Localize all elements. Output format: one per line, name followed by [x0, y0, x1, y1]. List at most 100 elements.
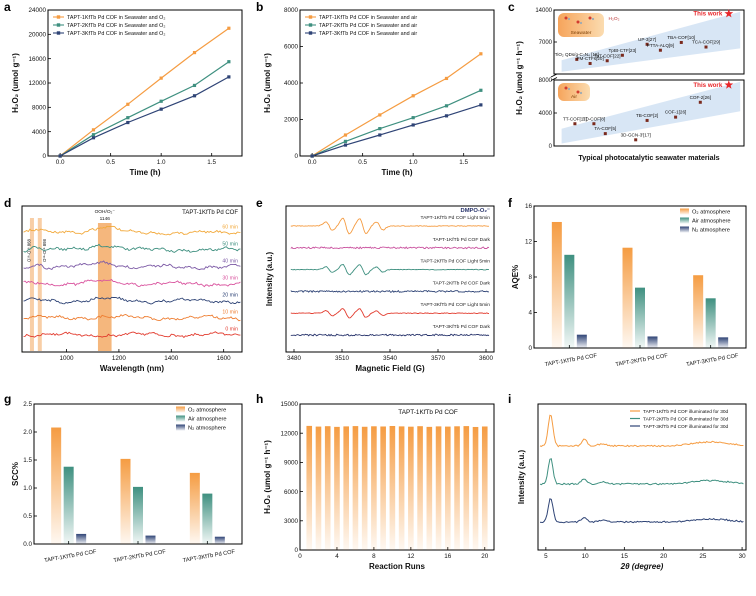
legend-marker	[56, 23, 61, 27]
x-tick: 1000	[60, 355, 75, 362]
point-label: TA-COF[5]	[594, 126, 616, 131]
series-marker	[479, 103, 483, 107]
bar	[145, 535, 156, 544]
point-label: PTTA-ALQ[9]	[647, 43, 674, 48]
bar	[551, 221, 562, 348]
x-tick: 1200	[112, 355, 127, 362]
bar	[133, 486, 143, 544]
x-tick: 1.0	[409, 159, 418, 166]
bar	[189, 472, 200, 544]
bar	[371, 426, 377, 550]
x-tick: 10	[582, 553, 590, 560]
legend-label: TAPT-3KfTb Pd COF in Seawater and O₂	[67, 31, 165, 37]
y-tick: 8000	[284, 7, 299, 14]
category-label: TAPT-3KfTb Pd COF	[686, 353, 740, 368]
molecule-dot	[579, 21, 583, 25]
curve-label: TAPT-3KfTb Pd COF Dark	[433, 324, 491, 330]
data-point	[592, 122, 596, 126]
legend-label: N₂ atmosphere	[188, 426, 226, 432]
panel-b-chart: 0.0 0.5 1.0 1.5 0 2000 4000 6000 8000 Time (h) H₂O…	[263, 7, 495, 177]
y-tick: 0	[294, 547, 298, 554]
series-marker	[159, 107, 163, 111]
curve-label: TAPT-2KfTb Pd COF Dark	[433, 280, 491, 286]
y-tick: 9000	[284, 460, 299, 467]
data-point	[658, 48, 662, 52]
molecule-dot	[567, 87, 571, 91]
x-axis-title: Magnetic Field (G)	[355, 364, 425, 373]
series-marker	[91, 136, 96, 140]
inset-label: Air	[571, 94, 577, 100]
series-marker	[91, 128, 96, 132]
molecule-dot	[576, 20, 580, 24]
bar	[408, 426, 414, 550]
molecule-dot	[579, 91, 583, 95]
legend-label: TAPT-1KfTb Pd COF in Seawater and O₂	[67, 15, 165, 21]
bar	[647, 336, 658, 348]
y-axis-title: Intensity (a.u.)	[517, 450, 526, 505]
point-label: TCA-COF[29]	[692, 40, 720, 45]
y-tick: 0	[42, 153, 46, 160]
panel-a: a 0.0 0.5 1.0 1.5 0 4000 8000 12000 16000 20000 24…	[0, 0, 252, 196]
legend-swatch	[176, 406, 185, 413]
series-marker	[378, 133, 382, 137]
epr-curve	[290, 217, 490, 235]
legend-label: N₂ atmosphere	[692, 228, 730, 234]
curve-label: 30 min	[222, 276, 238, 282]
panel-c: c 7000 14000 TiO₂ QDs/g-C₃N₄ [18] PM-CTFs[2…	[504, 0, 756, 196]
epr-curve	[290, 246, 490, 250]
series-line	[59, 61, 230, 157]
x-tick: 0.5	[358, 159, 367, 166]
panel-letter-a: a	[4, 0, 11, 14]
highlight-band	[37, 218, 42, 351]
plot-frame	[299, 403, 495, 551]
data-point	[698, 100, 702, 104]
inset-label: Seawater	[571, 30, 592, 36]
molecule-dot	[567, 17, 571, 21]
point-label: TiO₂ QDs/g-C₃N₄ [18]	[555, 52, 599, 57]
data-point	[573, 122, 577, 126]
curve-label: 40 min	[222, 259, 238, 265]
this-work-label: This work	[693, 11, 722, 18]
panel-letter-h: h	[256, 392, 264, 406]
series-line	[311, 89, 482, 157]
series-marker	[227, 60, 231, 64]
x-tick: 20	[660, 553, 668, 560]
band-label: 1146	[100, 216, 111, 222]
x-tick: 0	[298, 553, 302, 560]
bar	[380, 426, 386, 550]
y-tick: 0.0	[23, 541, 32, 548]
x-tick: 1600	[217, 355, 232, 362]
y-axis-title: Intensity (a.u.)	[265, 252, 274, 307]
x-tick: 30	[739, 553, 747, 560]
series-line	[59, 76, 230, 157]
y-axis-title: H₂O₂ (umol g⁻¹)	[11, 53, 20, 113]
x-axis-title: Reaction Runs	[369, 562, 426, 571]
x-tick: 25	[699, 553, 707, 560]
y-tick: 4000	[539, 111, 553, 117]
axis-break-mark	[550, 73, 558, 78]
series-line	[311, 104, 482, 157]
chart-title: DMPO-O₂⁻	[461, 208, 490, 214]
panel-d: d 1000 1200 1400 1600 Wavelength (nm) O¹⁸-O¹⁸…	[0, 196, 252, 392]
y-tick: 1.5	[23, 457, 32, 464]
bar	[472, 426, 479, 550]
x-tick: 15	[621, 553, 629, 560]
bar	[635, 287, 645, 348]
series-marker	[479, 52, 483, 56]
bar	[426, 426, 433, 550]
series-marker	[227, 75, 231, 79]
point-label: COF-1[26]	[665, 110, 686, 115]
series-marker	[444, 104, 449, 108]
series-line	[311, 53, 482, 157]
legend-label: TAPT-3KfTb Pd COF in Seawater and air	[319, 31, 417, 37]
legend-label: TAPT-2KfTb Pd COF illuminated for 30d	[643, 416, 729, 422]
point-label: TBA-COF[10]	[667, 35, 695, 40]
epr-curve	[290, 264, 489, 276]
legend-marker	[56, 15, 61, 19]
bar	[120, 458, 131, 544]
bar	[324, 426, 331, 550]
bar	[306, 425, 313, 550]
legend-swatch	[680, 226, 689, 233]
series-marker	[192, 83, 197, 88]
legend-label: O₂ atmosphere	[188, 408, 226, 414]
